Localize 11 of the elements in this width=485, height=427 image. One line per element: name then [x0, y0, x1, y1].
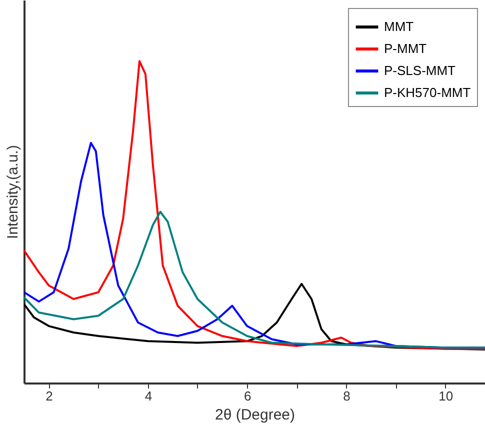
x-tick-label: 2: [46, 388, 53, 404]
y-axis-title: Intensity,(a.u.): [4, 145, 22, 239]
x-tick-label: 8: [343, 388, 350, 404]
legend-label: P-MMT: [384, 41, 427, 56]
x-axis-title: 2θ (Degree): [214, 406, 296, 424]
legend-label: MMT: [384, 19, 414, 34]
x-tick-label: 6: [244, 388, 252, 404]
legend-label: P-SLS-MMT: [384, 63, 456, 78]
x-tick-label: 4: [144, 388, 152, 404]
legend-label: P-KH570-MMT: [384, 85, 471, 100]
x-tick-label: 10: [438, 388, 454, 404]
